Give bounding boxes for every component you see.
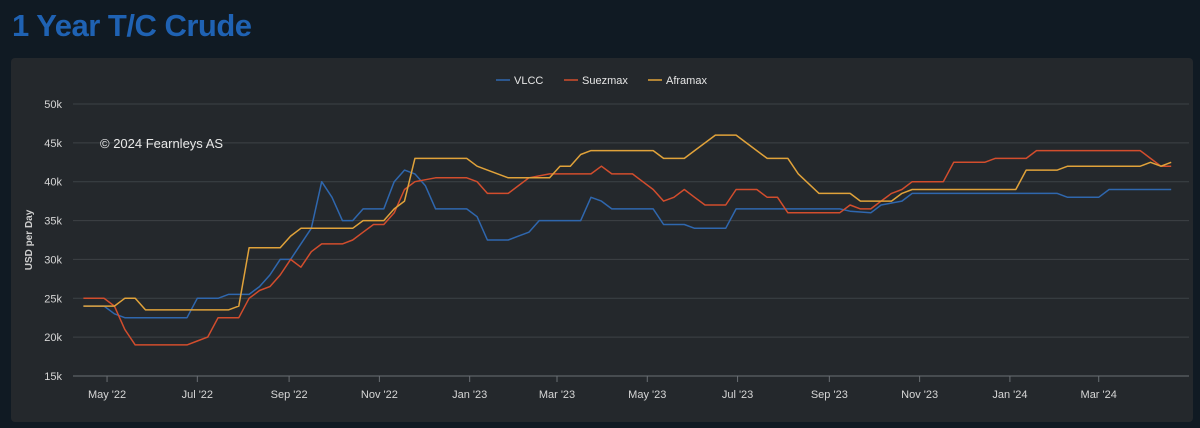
x-tick-label: Nov '23 [901, 389, 938, 401]
grid-lines [73, 103, 1189, 377]
x-tick-label: Jul '22 [182, 389, 213, 401]
legend-item-vlcc[interactable]: VLCC [496, 75, 543, 87]
line-chart: May '22 Jul '22 Sep '22 Nov '22 Jan '23 Mar '… [24, 75, 1189, 401]
x-tick-label: Mar '23 [539, 389, 575, 401]
series-line-aframax [83, 134, 1172, 311]
legend-label: Suezmax [582, 75, 628, 87]
series-line-vlcc [83, 169, 1172, 319]
y-tick-label: 25k [44, 293, 62, 305]
chart-panel: May '22 Jul '22 Sep '22 Nov '22 Jan '23 Mar '… [11, 58, 1193, 422]
legend-label: Aframax [666, 75, 707, 87]
y-tick-label: 45k [44, 138, 62, 150]
x-axis: May '22 Jul '22 Sep '22 Nov '22 Jan '23 Mar '… [73, 375, 1189, 401]
y-tick-label: 15k [44, 371, 62, 383]
x-tick-label: Jul '23 [722, 389, 753, 401]
legend[interactable]: VLCC Suezmax Aframax [496, 75, 707, 87]
y-tick-label: 30k [44, 254, 62, 266]
legend-item-aframax[interactable]: Aframax [648, 75, 707, 87]
legend-item-suezmax[interactable]: Suezmax [564, 75, 628, 87]
y-tick-label: 50k [44, 99, 62, 111]
series-lines [83, 134, 1172, 346]
credit-text: © 2024 Fearnleys AS [100, 136, 223, 151]
y-axis: 50k 45k 40k 35k 30k 25k 20k 15k [44, 99, 62, 383]
x-tick-label: Jan '24 [992, 389, 1027, 401]
legend-label: VLCC [514, 75, 543, 87]
y-tick-label: 20k [44, 332, 62, 344]
x-tick-label: Nov '22 [361, 389, 398, 401]
x-tick-label: Sep '23 [811, 389, 848, 401]
y-tick-label: 40k [44, 177, 62, 189]
y-tick-label: 35k [44, 216, 62, 228]
page-title: 1 Year T/C Crude [12, 8, 252, 43]
x-tick-label: May '22 [88, 389, 126, 401]
x-tick-label: Mar '24 [1081, 389, 1117, 401]
y-axis-title: USD per Day [24, 209, 35, 270]
x-tick-label: Sep '22 [271, 389, 308, 401]
x-tick-label: Jan '23 [452, 389, 487, 401]
series-line-suezmax [83, 149, 1172, 346]
x-tick-label: May '23 [628, 389, 666, 401]
